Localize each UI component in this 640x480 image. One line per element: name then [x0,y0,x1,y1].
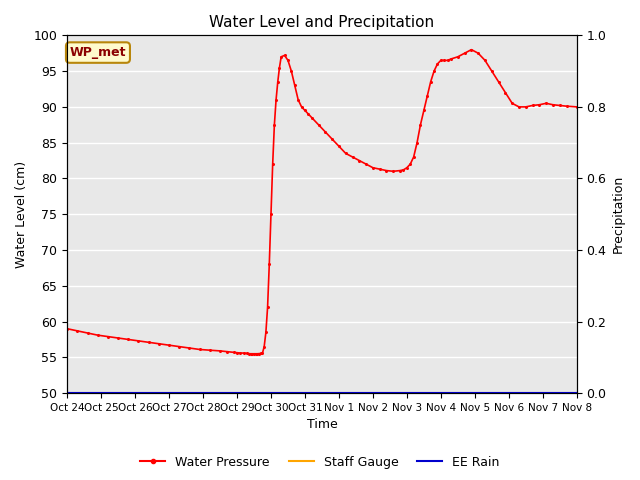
Water Pressure [468,47,476,52]
Legend: Water Pressure, Staff Gauge, EE Rain: Water Pressure, Staff Gauge, EE Rain [136,451,504,474]
Y-axis label: Precipitation: Precipitation [612,175,625,253]
Water Pressure [252,351,260,357]
X-axis label: Time: Time [307,419,337,432]
Water Pressure [134,338,142,344]
Water Pressure [437,58,445,63]
Line: Water Pressure: Water Pressure [67,49,577,355]
Text: WP_met: WP_met [70,46,126,59]
Water Pressure [305,111,312,117]
Water Pressure [94,332,102,338]
Y-axis label: Water Level (cm): Water Level (cm) [15,161,28,268]
Water Pressure [63,326,71,332]
Water Pressure [573,104,580,110]
Water Pressure [247,351,255,357]
Water Pressure [349,154,356,160]
Title: Water Level and Precipitation: Water Level and Precipitation [209,15,435,30]
